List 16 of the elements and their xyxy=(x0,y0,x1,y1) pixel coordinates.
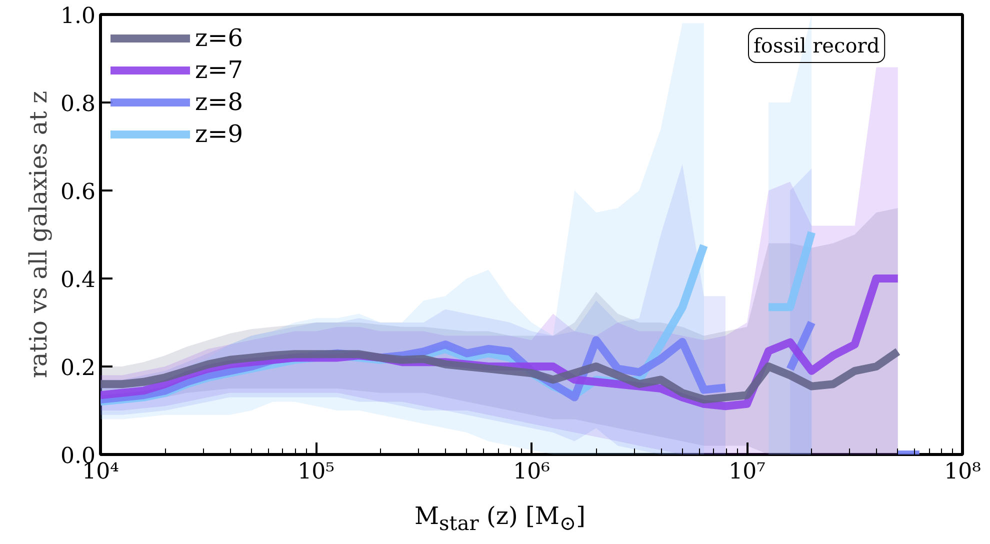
x-axis-title: M$_{star}$ (z) [M$_{⊙}$] xyxy=(414,501,586,537)
legend-label: z=8 xyxy=(195,88,244,116)
y-axis-title: ratio vs all galaxies at z xyxy=(24,90,53,378)
y-tick-label: 0.6 xyxy=(60,180,96,205)
annotation: fossil record xyxy=(754,34,880,58)
y-tick-label: 0.2 xyxy=(60,356,96,381)
x-tick-label: 10⁷ xyxy=(728,460,766,484)
x-tick-label: 10⁸ xyxy=(944,460,982,484)
x-tick-label: 10⁶ xyxy=(513,460,550,484)
y-tick-label: 0.4 xyxy=(60,268,96,293)
y-tick-label: 0.8 xyxy=(60,92,96,117)
legend-label: z=9 xyxy=(195,120,244,148)
y-tick-label: 1.0 xyxy=(60,4,96,29)
x-tick-label: 10⁵ xyxy=(298,460,334,484)
legend-label: z=6 xyxy=(195,24,244,52)
legend-label: z=7 xyxy=(195,56,244,84)
